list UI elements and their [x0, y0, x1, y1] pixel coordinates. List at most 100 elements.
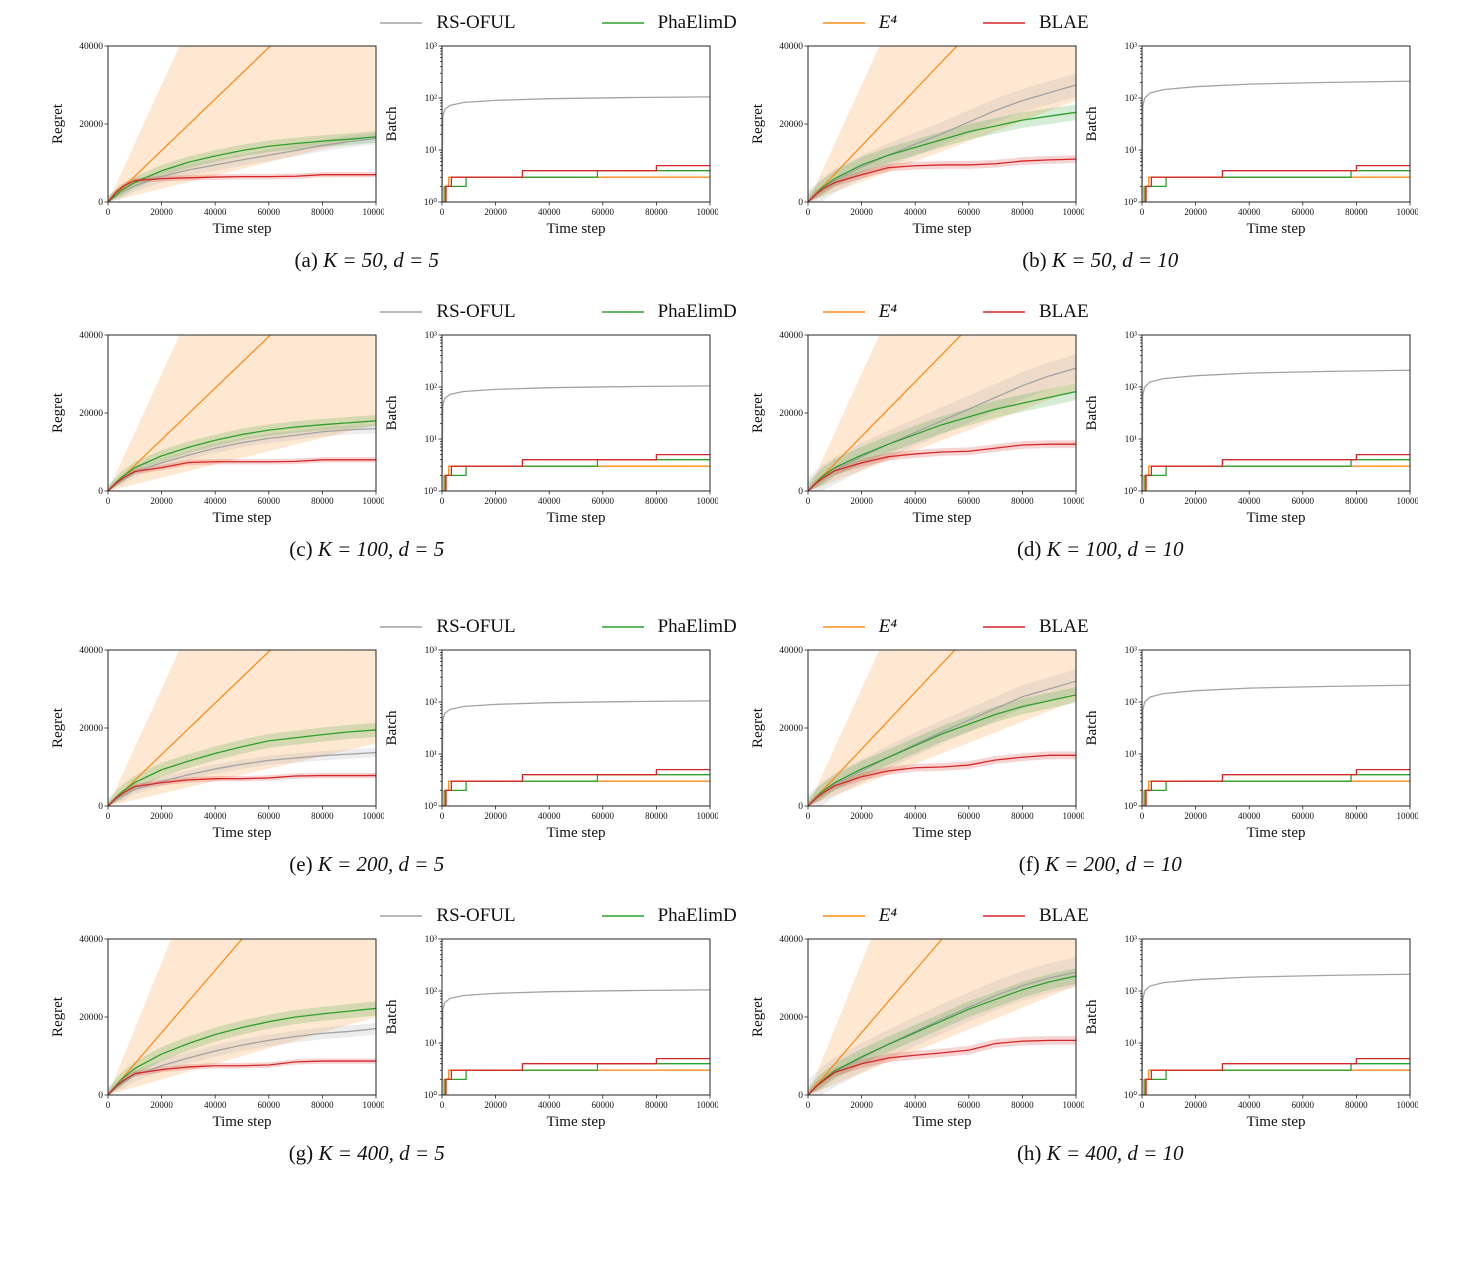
- series-line-BLAE: [1141, 1058, 1410, 1095]
- tick-label: 10²: [424, 698, 437, 708]
- tick-label: 0: [805, 1100, 810, 1110]
- y-axis-label: Regret: [750, 103, 766, 144]
- x-axis-label: Time step: [546, 221, 605, 237]
- legend-label: BLAE: [1038, 616, 1089, 637]
- tick-label: 10¹: [1124, 1039, 1137, 1049]
- x-axis-label: Time step: [212, 510, 271, 526]
- y-axis-label: Batch: [384, 999, 400, 1034]
- series-line-PhaElimD: [1141, 774, 1410, 806]
- series-line-BLAE: [807, 1039, 1076, 1095]
- series-line-E⁴: [807, 939, 943, 1095]
- tick-label: 40000: [779, 935, 803, 945]
- tick-label: 20000: [484, 207, 507, 217]
- legend-item-phaelimd: PhaElimD: [600, 905, 737, 927]
- tick-label: 20000: [150, 811, 173, 821]
- tick-label: 10⁰: [1123, 801, 1137, 812]
- x-axis-label: Time step: [546, 1114, 605, 1130]
- series-line-BLAE: [807, 754, 1076, 806]
- caption-row: (e) K = 200, d = 5 (f) K = 200, d = 10: [0, 852, 1467, 877]
- legend-item-blae: BLAE: [981, 12, 1089, 34]
- legend-line-icon: [822, 626, 865, 628]
- figure-row: RS-OFUL PhaElimD E⁴ BLAE 0 20000 40000 60000 800…: [0, 901, 1467, 1166]
- tick-label: 0: [1139, 811, 1144, 821]
- series-line-PhaElimD: [441, 774, 710, 806]
- series-line-PhaElimD: [107, 420, 376, 491]
- tick-label: 0: [98, 487, 103, 497]
- tick-label: 40000: [903, 1100, 926, 1110]
- tick-label: 0: [105, 1100, 110, 1110]
- tick-label: 80000: [311, 811, 334, 821]
- tick-label: 80000: [1345, 207, 1368, 217]
- series-line-BLAE: [107, 459, 376, 491]
- tick-label: 20000: [150, 1100, 173, 1110]
- series-line-BLAE: [441, 454, 710, 491]
- tick-label: 0: [439, 496, 444, 506]
- legend-item-e: E⁴: [821, 12, 897, 34]
- tick-label: 40000: [1237, 207, 1260, 217]
- caption-math: K = 100, d = 5: [317, 537, 445, 561]
- y-axis-label: Regret: [50, 392, 66, 433]
- tick-label: 60000: [591, 496, 614, 506]
- tick-label: 40000: [79, 331, 103, 341]
- series-line-E⁴: [107, 335, 271, 491]
- series-band-RS-OFUL: [107, 1022, 376, 1095]
- legend-item-blae: BLAE: [981, 616, 1089, 638]
- series-band-RS-OFUL: [807, 669, 1076, 806]
- series-band-BLAE: [107, 171, 376, 202]
- tick-label: 10⁰: [1123, 1090, 1137, 1101]
- series-band-E⁴: [107, 650, 376, 806]
- series-line-RS-OFUL: [1141, 684, 1410, 806]
- tick-label: 80000: [1011, 496, 1034, 506]
- tick-label: 80000: [311, 207, 334, 217]
- y-axis-label: Regret: [50, 103, 66, 144]
- tick-label: 10¹: [1124, 146, 1137, 156]
- tick-label: 0: [798, 802, 803, 812]
- tick-label: 10⁰: [423, 486, 437, 497]
- tick-label: 40000: [537, 811, 560, 821]
- series-line-E⁴: [1141, 176, 1410, 202]
- series-band-E⁴: [807, 46, 1076, 202]
- y-axis-label: Regret: [750, 707, 766, 748]
- series-line-RS-OFUL: [107, 751, 376, 806]
- series-line-BLAE: [107, 1060, 376, 1095]
- series-line-RS-OFUL: [1141, 369, 1410, 491]
- tick-label: 10⁰: [423, 801, 437, 812]
- caption-row: (g) K = 400, d = 5 (h) K = 400, d = 10: [0, 1141, 1467, 1166]
- y-axis-label: Regret: [50, 707, 66, 748]
- legend-label: RS-OFUL: [436, 12, 516, 33]
- caption-index: (e): [289, 852, 318, 876]
- tick-label: 0: [798, 1091, 803, 1101]
- legend-label: PhaElimD: [657, 301, 737, 322]
- tick-label: 0: [105, 207, 110, 217]
- legend-item-phaelimd: PhaElimD: [600, 616, 737, 638]
- series-line-RS-OFUL: [1141, 973, 1410, 1095]
- series-line-BLAE: [441, 1058, 710, 1095]
- tick-label: 20000: [850, 207, 873, 217]
- tick-label: 20000: [79, 1013, 103, 1023]
- tick-label: 0: [98, 1091, 103, 1101]
- legend-item-rsoful: RS-OFUL: [378, 12, 516, 34]
- tick-label: 0: [798, 198, 803, 208]
- series-line-E⁴: [807, 335, 962, 491]
- figure-row: RS-OFUL PhaElimD E⁴ BLAE 0 20000 40000 60000 800…: [0, 297, 1467, 562]
- legend-line-icon: [601, 626, 644, 628]
- legend-item-rsoful: RS-OFUL: [378, 301, 516, 323]
- legend-label: E⁴: [878, 616, 897, 637]
- legend-label: E⁴: [878, 301, 897, 322]
- panel-caption: (g) K = 400, d = 5: [0, 1141, 734, 1166]
- x-axis-label: Time step: [912, 825, 971, 841]
- caption-math: K = 100, d = 10: [1046, 537, 1184, 561]
- legend-line-icon: [982, 22, 1025, 24]
- series-band-BLAE: [807, 1036, 1076, 1095]
- series-line-PhaElimD: [807, 694, 1076, 806]
- tick-label: 10¹: [424, 435, 437, 445]
